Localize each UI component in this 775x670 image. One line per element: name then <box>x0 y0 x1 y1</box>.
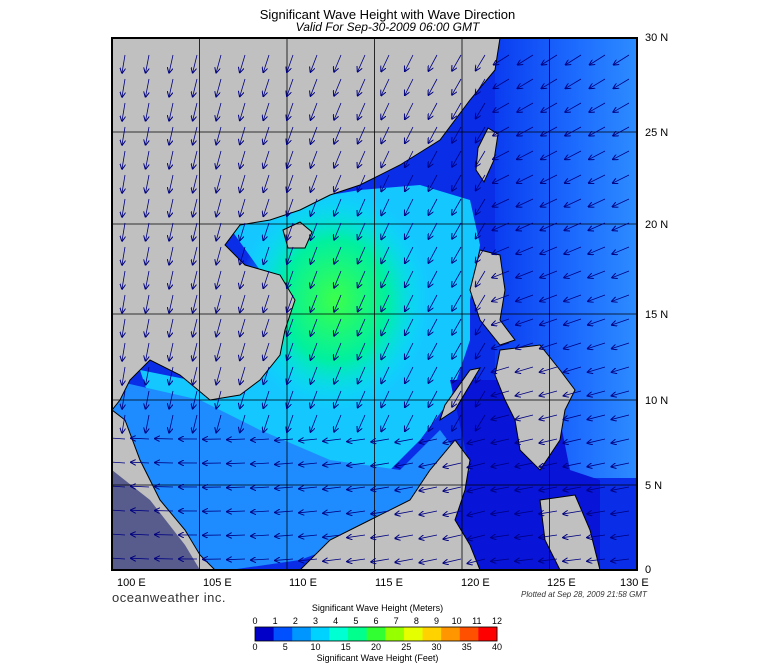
colorbar-segment <box>255 627 274 641</box>
colorbar-title-feet: Significant Wave Height (Feet) <box>255 653 500 663</box>
lon-label: 115 E <box>375 577 403 589</box>
colorbar-segment <box>311 627 330 641</box>
brand-logo-text: oceanweather inc. <box>112 590 226 605</box>
lon-label: 120 E <box>461 577 490 589</box>
colorbar-meters-tick: 6 <box>366 616 386 626</box>
colorbar-segment <box>441 627 460 641</box>
colorbar-meters-tick: 1 <box>265 616 285 626</box>
colorbar-meters-tick: 10 <box>447 616 467 626</box>
lat-label: 10 N <box>645 395 668 407</box>
lon-label: 125 E <box>547 577 576 589</box>
colorbar-feet-tick: 35 <box>457 642 477 652</box>
colorbar-meters-tick: 3 <box>306 616 326 626</box>
colorbar-segment <box>292 627 311 641</box>
colorbar-segment <box>348 627 367 641</box>
colorbar-meters-tick: 8 <box>406 616 426 626</box>
colorbar-segment <box>404 627 423 641</box>
lon-label: 100 E <box>117 577 146 589</box>
colorbar-feet-tick: 15 <box>336 642 356 652</box>
lon-label: 105 E <box>203 577 232 589</box>
colorbar-feet-tick: 40 <box>487 642 507 652</box>
colorbar-feet-tick: 5 <box>275 642 295 652</box>
colorbar <box>255 627 498 641</box>
colorbar-meters-tick: 7 <box>386 616 406 626</box>
colorbar-feet-tick: 10 <box>306 642 326 652</box>
colorbar-segment <box>329 627 348 641</box>
colorbar-feet-tick: 0 <box>245 642 265 652</box>
lat-label: 5 N <box>645 480 662 492</box>
colorbar-title-meters: Significant Wave Height (Meters) <box>255 603 500 613</box>
lat-label: 15 N <box>645 309 668 321</box>
colorbar-meters-tick: 0 <box>245 616 265 626</box>
plotted-timestamp: Plotted at Sep 28, 2009 21:58 GMT <box>521 590 647 599</box>
colorbar-meters-tick: 12 <box>487 616 507 626</box>
lon-label: 130 E <box>620 577 649 589</box>
colorbar-segment <box>478 627 497 641</box>
colorbar-feet-tick: 25 <box>396 642 416 652</box>
lat-label: 0 <box>645 564 651 576</box>
colorbar-meters-tick: 4 <box>326 616 346 626</box>
colorbar-segment <box>367 627 386 641</box>
colorbar-segment <box>385 627 404 641</box>
colorbar-meters-tick: 5 <box>346 616 366 626</box>
lat-label: 20 N <box>645 219 668 231</box>
colorbar-segment <box>423 627 442 641</box>
colorbar-meters-tick: 9 <box>427 616 447 626</box>
lat-label: 30 N <box>645 32 668 44</box>
colorbar-meters-tick: 2 <box>285 616 305 626</box>
colorbar-segment <box>460 627 479 641</box>
lon-label: 110 E <box>289 577 317 589</box>
colorbar-feet-tick: 20 <box>366 642 386 652</box>
colorbar-feet-tick: 30 <box>427 642 447 652</box>
colorbar-segment <box>274 627 293 641</box>
lat-label: 25 N <box>645 127 668 139</box>
colorbar-meters-tick: 11 <box>467 616 487 626</box>
